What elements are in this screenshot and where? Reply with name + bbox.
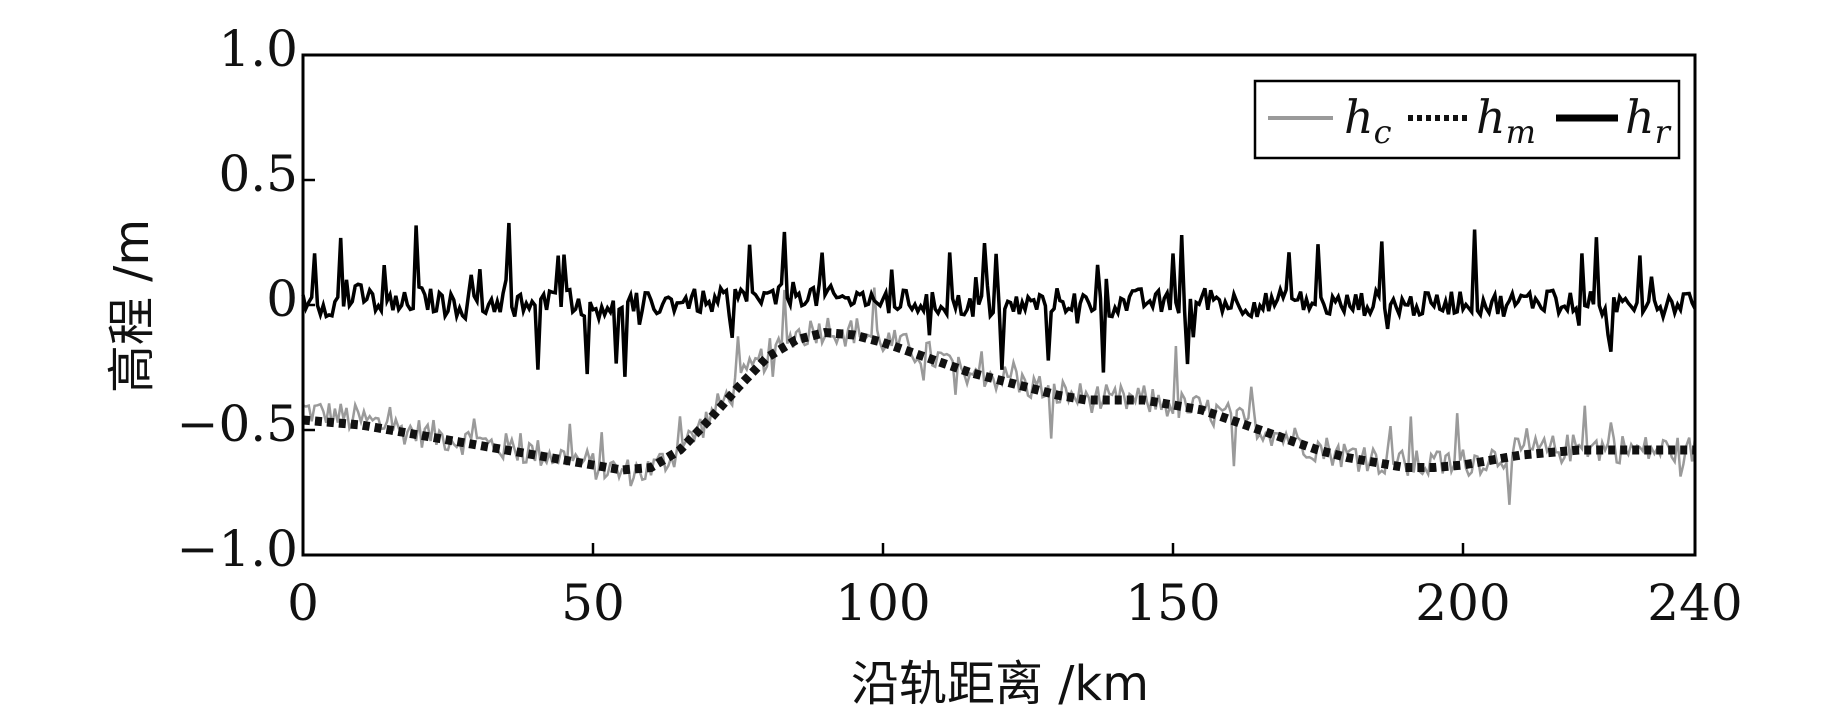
- x-axis-title: 沿轨距离 /km: [851, 656, 1149, 709]
- legend-label-h_c: hc: [1344, 90, 1392, 151]
- y-axis-title: 高程 /m: [104, 219, 160, 393]
- x-tick-labels: 0 50 100 150 200 240: [287, 574, 1743, 632]
- y-tick-label: 0.5: [218, 145, 298, 203]
- x-tick-label: 0: [287, 574, 319, 632]
- x-tick-label: 50: [561, 574, 625, 632]
- legend-label-sub: r: [1655, 113, 1672, 151]
- y-tick-label: 1.0: [218, 20, 298, 78]
- plot-frame: [301, 53, 1697, 557]
- y-tick-labels: 1.0 0.5 0 −0.5 −1.0: [177, 20, 298, 578]
- y-tick-label: −0.5: [177, 395, 298, 453]
- legend-label-main: h: [1476, 90, 1506, 144]
- legend-label-h_r: hr: [1625, 90, 1672, 151]
- legend-label-sub: c: [1374, 113, 1392, 151]
- legend: hc hm hr: [1253, 79, 1681, 160]
- legend-label-main: h: [1625, 90, 1655, 144]
- y-tick-label: 0: [266, 270, 298, 328]
- y-tick-label: −1.0: [177, 520, 298, 578]
- series-line-h_m: [302, 327, 1695, 475]
- x-tick-label: 100: [835, 574, 930, 632]
- x-tick-label: 240: [1647, 574, 1742, 632]
- legend-label-h_m: hm: [1476, 90, 1536, 151]
- x-tick-label: 200: [1415, 574, 1510, 632]
- series-line-h_r: [301, 222, 1697, 377]
- series-layer: [301, 222, 1697, 505]
- legend-label-sub: m: [1506, 113, 1536, 151]
- x-tick-label: 150: [1125, 574, 1220, 632]
- legend-label-main: h: [1344, 90, 1374, 144]
